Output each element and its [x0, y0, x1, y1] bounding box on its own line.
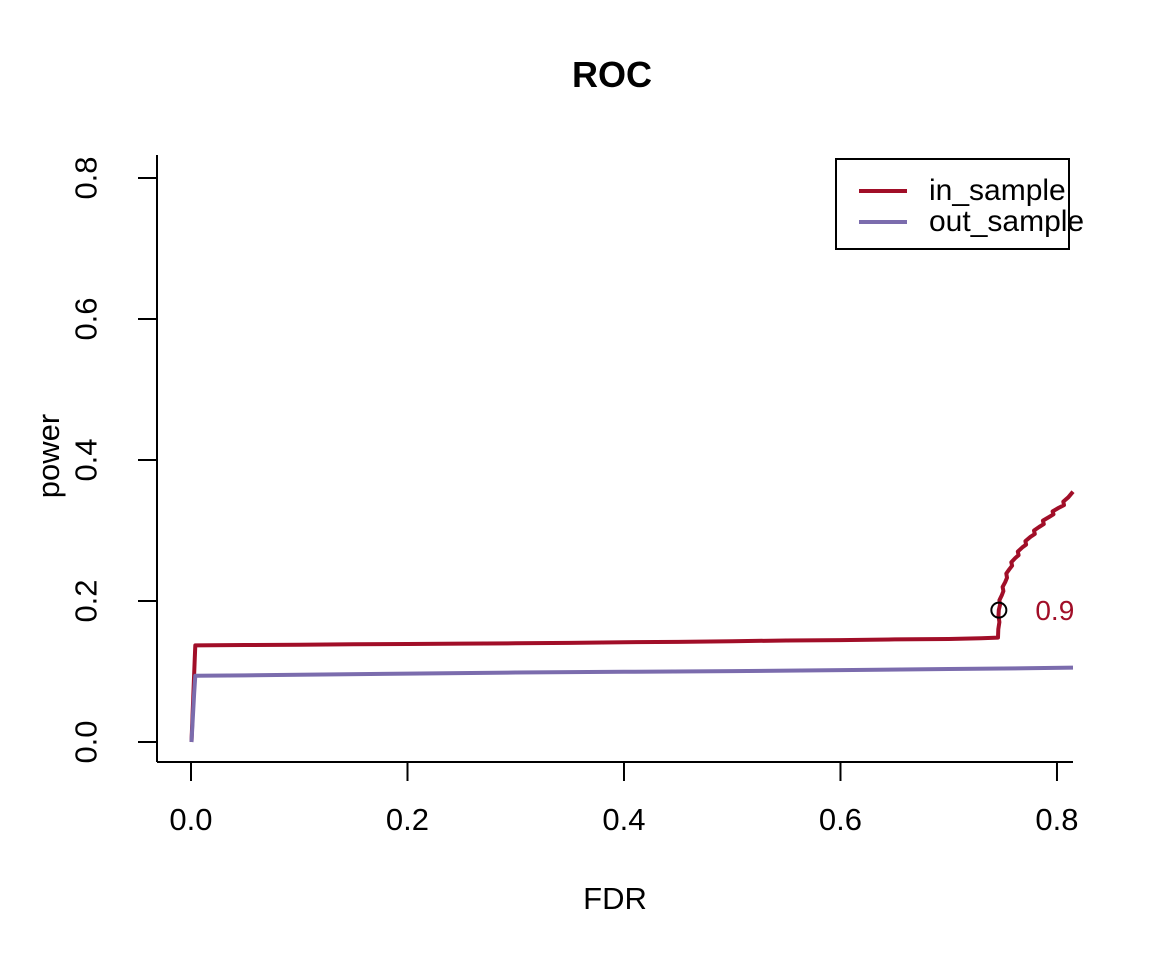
chart-title: ROC [572, 54, 652, 95]
x-tick-label: 0.0 [169, 802, 213, 837]
legend-entry-label: in_sample [929, 173, 1066, 207]
legend-line-swatch [859, 188, 907, 193]
legend-entry-in_sample: in_sample [837, 175, 1068, 206]
y-tick-label: 0.0 [68, 720, 104, 764]
legend-entry-out_sample: out_sample [837, 206, 1084, 237]
x-tick-label: 0.2 [385, 802, 430, 837]
x-tick-label: 0.6 [818, 802, 863, 837]
y-tick-label: 0.8 [68, 156, 104, 200]
series-line-in_sample [189, 490, 1075, 743]
threshold-marker-circle [990, 601, 1008, 619]
legend: in_sample out_sample [835, 158, 1084, 250]
x-tick-label: 0.8 [1035, 802, 1079, 837]
y-tick-label: 0.4 [68, 438, 104, 482]
annotation-label: 0.9 [1035, 594, 1075, 626]
legend-entry-label: out_sample [929, 204, 1085, 238]
y-tick-label: 0.2 [68, 579, 104, 623]
y-tick-label: 0.6 [68, 297, 104, 341]
x-tick-label: 0.4 [602, 802, 646, 837]
y-axis-label: power [31, 413, 66, 499]
x-axis-label: FDR [583, 881, 647, 916]
legend-line-swatch [859, 219, 907, 224]
series-line-out_sample [189, 665, 1074, 743]
